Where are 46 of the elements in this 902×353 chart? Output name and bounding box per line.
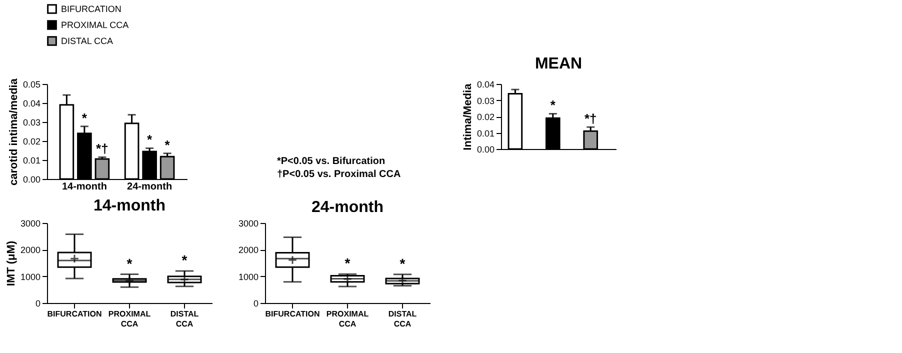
x-tick-label: DISTAL CCA xyxy=(170,310,199,328)
y-tick-label: 0.00 xyxy=(22,174,40,184)
y-tick-label: 0 xyxy=(253,298,258,308)
y-tick-label: 0.00 xyxy=(476,144,494,154)
text: * xyxy=(182,252,188,268)
y-tick-label: 1000 xyxy=(238,272,258,282)
legend-label: DISTAL CCA xyxy=(61,36,114,46)
x-tick-label: DISTAL CCA xyxy=(388,310,417,328)
data-label: * xyxy=(147,132,154,148)
text: *P<0.05 vs. Bifurcation xyxy=(277,156,386,167)
y-tick-label: 0.03 xyxy=(476,96,494,106)
y-tick-label: 0.01 xyxy=(476,128,494,138)
y-tick-label: 0.04 xyxy=(22,98,40,108)
y-tick-label: 3000 xyxy=(238,218,258,228)
y-tick-label: 0.03 xyxy=(22,118,40,128)
legend-label: BIFURCATION xyxy=(61,4,122,14)
text: * xyxy=(400,255,406,272)
chart-title: 14-month xyxy=(94,197,166,214)
data-label: * xyxy=(550,98,556,113)
text: * xyxy=(344,255,350,272)
data-label: *† xyxy=(584,111,597,126)
y-tick-label: 0.05 xyxy=(22,80,40,90)
y-tick-label: 0.02 xyxy=(22,136,40,146)
chart-title: 24-month xyxy=(312,199,384,216)
data-label: *† xyxy=(96,141,108,156)
y-axis-title: carotid intima/media xyxy=(8,78,20,186)
x-tick-label: BIFURCATION xyxy=(265,310,320,318)
x-tick-label: PROXIMAL CCA xyxy=(108,310,151,328)
text: * xyxy=(126,255,132,272)
y-tick-label: 1000 xyxy=(20,272,40,282)
y-tick-label: 2000 xyxy=(20,245,40,256)
y-tick-label: 0.02 xyxy=(476,112,494,122)
x-tick-label: PROXIMAL CCA xyxy=(326,310,369,328)
y-tick-label: 2000 xyxy=(238,245,258,256)
chart-title: MEAN xyxy=(534,56,582,73)
y-tick-label: 3000 xyxy=(20,218,40,228)
data-label: * xyxy=(82,110,88,126)
x-tick-label: BIFURCATION xyxy=(47,310,102,318)
y-tick-label: 0.04 xyxy=(476,80,494,90)
y-tick-label: 0.01 xyxy=(22,156,40,166)
y-tick-label: 0 xyxy=(35,298,40,308)
data-label: * xyxy=(164,137,171,152)
text: †P<0.05 vs. Proximal CCA xyxy=(277,169,401,180)
legend-label: PROXIMAL CCA xyxy=(61,20,129,30)
y-axis-title: IMT (μM) xyxy=(5,240,18,286)
y-axis-title: Intima/Media xyxy=(462,82,474,150)
